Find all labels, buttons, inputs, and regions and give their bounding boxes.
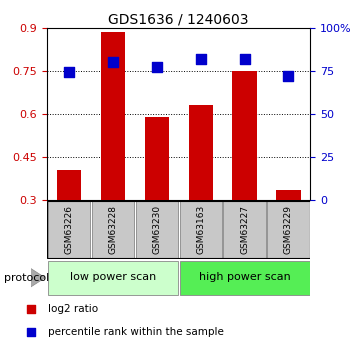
Text: GSM63226: GSM63226	[64, 205, 73, 254]
Point	[66, 69, 72, 74]
Point	[286, 73, 291, 79]
Text: log2 ratio: log2 ratio	[48, 304, 99, 314]
Text: GSM63230: GSM63230	[152, 205, 161, 254]
Bar	[232, 71, 257, 200]
Polygon shape	[31, 268, 45, 287]
Bar	[48, 201, 90, 258]
Text: percentile rank within the sample: percentile rank within the sample	[48, 327, 224, 337]
Bar	[136, 201, 178, 258]
Bar	[48, 261, 178, 295]
Bar	[145, 117, 169, 200]
Text: low power scan: low power scan	[70, 272, 156, 282]
Text: GSM63163: GSM63163	[196, 205, 205, 254]
Point	[242, 56, 248, 61]
Text: protocol: protocol	[4, 273, 49, 283]
Bar	[188, 105, 213, 200]
Bar	[101, 32, 125, 200]
Bar	[92, 201, 134, 258]
Text: GSM63229: GSM63229	[284, 205, 293, 254]
Bar	[179, 261, 310, 295]
Point	[198, 56, 204, 61]
Point	[110, 59, 116, 65]
Text: high power scan: high power scan	[199, 272, 291, 282]
Bar	[268, 201, 310, 258]
Point	[154, 65, 160, 70]
Point	[29, 306, 34, 312]
Bar	[223, 201, 266, 258]
Bar	[57, 170, 81, 200]
Text: GSM63227: GSM63227	[240, 205, 249, 254]
Text: GSM63228: GSM63228	[108, 205, 117, 254]
Title: GDS1636 / 1240603: GDS1636 / 1240603	[108, 12, 249, 27]
Point	[29, 330, 34, 335]
Bar	[277, 190, 301, 200]
Bar	[179, 201, 222, 258]
